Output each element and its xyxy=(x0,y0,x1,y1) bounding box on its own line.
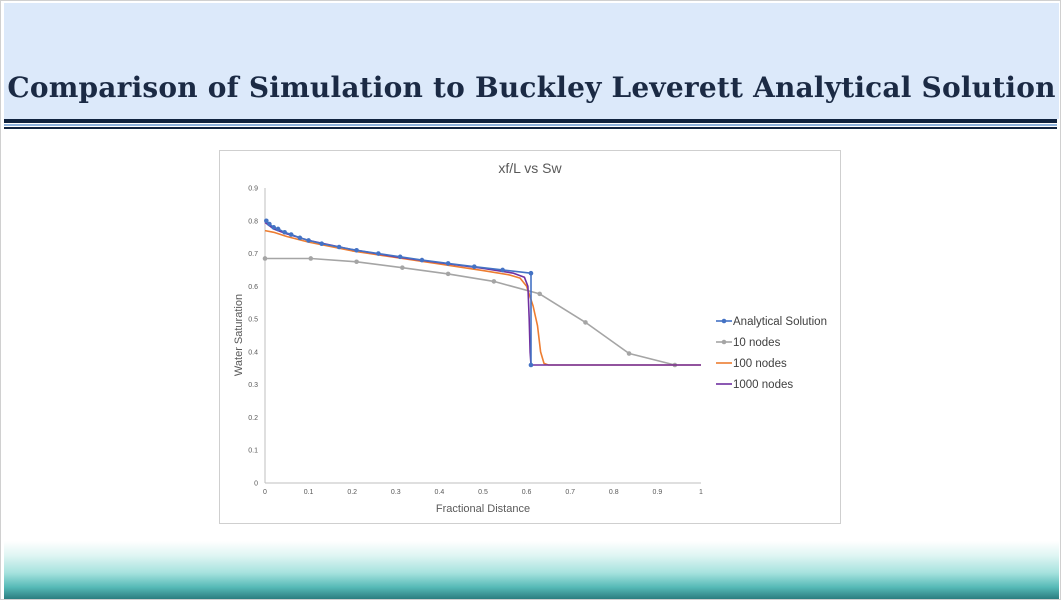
data-point-analytical-solution xyxy=(264,218,269,224)
x-tick-label: 0.5 xyxy=(478,489,488,496)
y-tick-label: 0.1 xyxy=(248,448,258,455)
x-tick-label: 1 xyxy=(699,489,703,496)
y-axis-label: Water Saturation xyxy=(233,294,245,376)
series-line-100-nodes xyxy=(264,229,701,366)
legend: Analytical Solution 10 nodes 100 nodes 1000… xyxy=(716,316,827,391)
chart-frame[interactable]: xf/L vs Sw 0 0.1 0.2 0.3 0.4 0.5 0.6 0.7 0.8 0.9 1… xyxy=(219,150,841,524)
y-tick-label: 0.2 xyxy=(248,415,258,422)
x-tick-label: 0.9 xyxy=(653,489,663,496)
legend-label-1000-nodes: 1000 nodes xyxy=(733,379,793,391)
data-point-analytical-solution xyxy=(336,244,342,250)
x-tick-label: 0.1 xyxy=(304,489,314,496)
data-point-10-nodes xyxy=(400,265,405,270)
data-point-analytical-solution xyxy=(528,270,534,276)
data-point-analytical-solution xyxy=(445,261,451,266)
x-tick-label: 0 xyxy=(263,489,267,496)
data-point-analytical-solution xyxy=(471,264,477,269)
x-tick-label: 0.7 xyxy=(565,489,575,496)
data-point-analytical-solution xyxy=(306,238,311,243)
slide-title: Comparison of Simulation to Buckley Leve… xyxy=(7,71,1056,104)
data-point-analytical-solution xyxy=(275,226,281,232)
x-tick-label: 0.6 xyxy=(522,489,532,496)
title-divider-dark xyxy=(4,119,1057,123)
y-tick-label: 0.3 xyxy=(248,382,258,389)
legend-label-analytical-solution: Analytical Solution xyxy=(733,316,827,328)
data-point-analytical-solution xyxy=(376,251,381,256)
data-point-analytical-solution xyxy=(528,362,534,368)
data-point-analytical-solution xyxy=(288,232,294,237)
data-point-10-nodes xyxy=(583,320,588,325)
legend-label-100-nodes: 100 nodes xyxy=(733,358,787,370)
y-tick-label: 0.5 xyxy=(248,317,258,324)
legend-label-10-nodes: 10 nodes xyxy=(733,337,781,349)
data-point-analytical-solution xyxy=(267,221,272,227)
bottom-gradient-band xyxy=(4,541,1059,599)
x-axis-label: Fractional Distance xyxy=(436,503,530,515)
data-point-10-nodes xyxy=(626,351,632,356)
series-line-10-nodes xyxy=(265,257,675,366)
data-point-10-nodes xyxy=(308,256,314,261)
title-divider-dark-lower xyxy=(4,127,1057,129)
data-point-analytical-solution xyxy=(354,247,359,253)
data-point-analytical-solution xyxy=(319,241,324,247)
x-axis: 0 0.1 0.2 0.3 0.4 0.5 0.6 0.7 0.8 0.9 1 xyxy=(263,482,703,496)
data-point-analytical-solution xyxy=(271,225,277,230)
chart-title: xf/L vs Sw xyxy=(498,160,562,176)
legend-marker-analytical-solution xyxy=(721,318,727,324)
x-tick-label: 0.2 xyxy=(347,489,357,496)
series-line-analytical-solution xyxy=(265,220,532,365)
y-tick-label: 0 xyxy=(254,481,258,488)
data-point-analytical-solution xyxy=(419,257,425,263)
y-tick-label: 0.7 xyxy=(248,251,258,258)
y-tick-label: 0.6 xyxy=(248,284,258,291)
series-line-1000-nodes xyxy=(264,221,701,366)
data-point-analytical-solution xyxy=(297,235,303,241)
y-tick-label: 0.8 xyxy=(248,218,258,225)
plot-area xyxy=(262,218,701,368)
data-point-10-nodes xyxy=(491,279,497,284)
data-point-10-nodes xyxy=(354,259,359,265)
x-tick-label: 0.4 xyxy=(435,489,445,496)
data-point-analytical-solution xyxy=(282,229,287,235)
x-tick-label: 0.3 xyxy=(391,489,401,496)
y-axis: 0 0.1 0.2 0.3 0.4 0.5 0.6 0.7 0.8 0.9 xyxy=(248,186,266,488)
data-point-analytical-solution xyxy=(500,267,505,273)
data-point-analytical-solution xyxy=(397,254,403,260)
data-point-10-nodes xyxy=(537,291,542,297)
data-point-10-nodes xyxy=(262,256,268,261)
title-band xyxy=(4,3,1059,119)
y-tick-label: 0.4 xyxy=(248,349,258,356)
chart-svg: xf/L vs Sw 0 0.1 0.2 0.3 0.4 0.5 0.6 0.7 0.8 0.9 1… xyxy=(233,160,827,515)
legend-marker-10-nodes xyxy=(721,339,727,345)
title-divider-light xyxy=(4,124,1057,126)
y-tick-label: 0.9 xyxy=(248,186,258,193)
data-point-10-nodes xyxy=(445,271,451,277)
x-tick-label: 0.8 xyxy=(609,489,619,496)
